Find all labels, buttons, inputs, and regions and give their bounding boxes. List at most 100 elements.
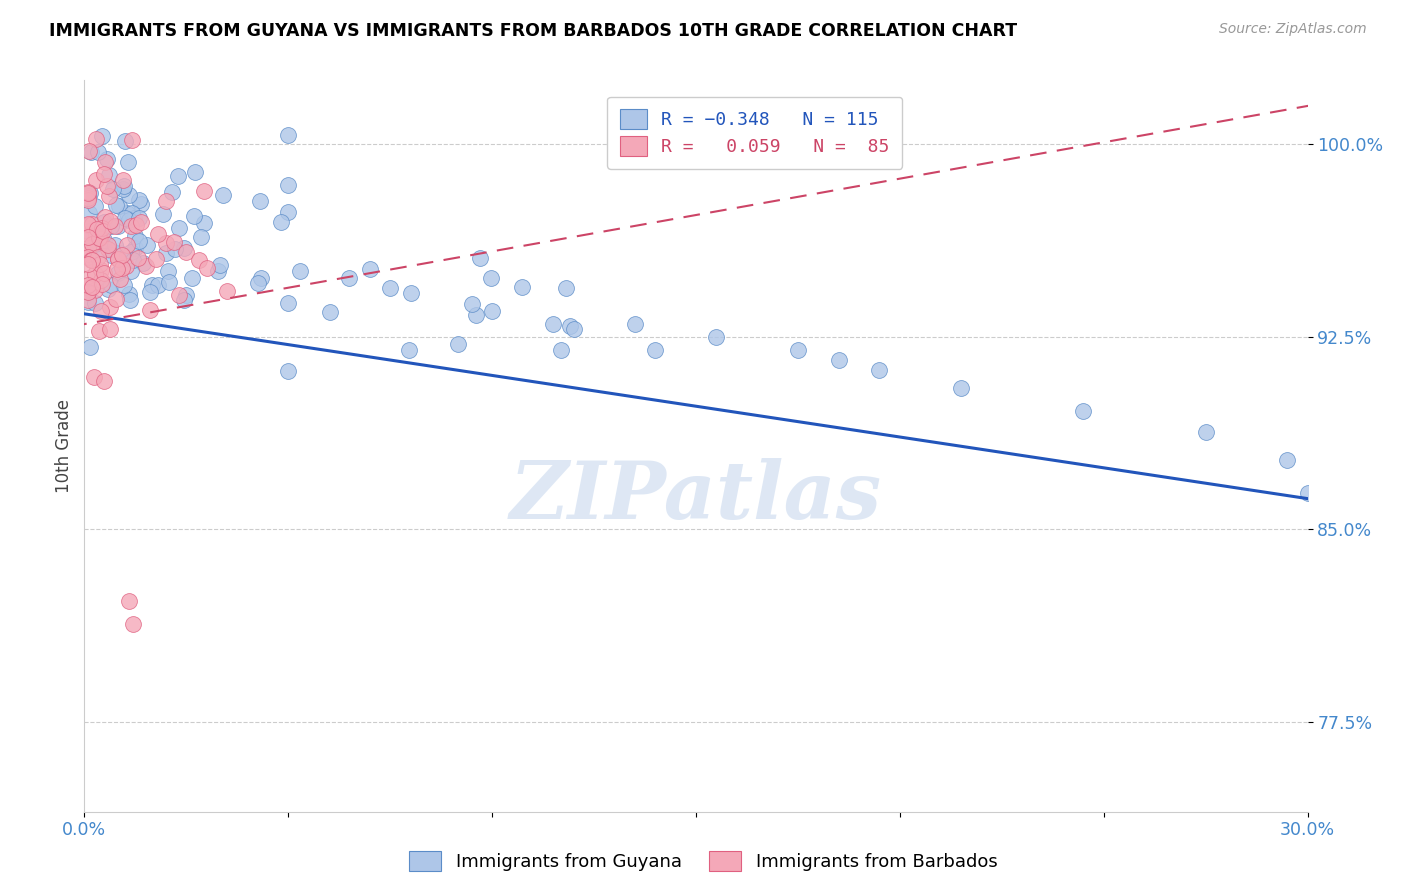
- Point: [127, 251, 149, 265]
- Point: [217, 285, 239, 299]
- Point: [79, 340, 101, 354]
- Point: [84, 131, 107, 145]
- Point: [91, 277, 114, 291]
- Point: [543, 317, 565, 331]
- Point: [77, 241, 100, 255]
- Point: [79, 186, 101, 201]
- Point: [114, 211, 136, 225]
- Point: [167, 220, 190, 235]
- Point: [98, 189, 121, 203]
- Point: [77, 285, 100, 299]
- Point: [180, 270, 202, 285]
- Point: [124, 241, 146, 255]
- Point: [135, 238, 157, 252]
- Point: [481, 304, 503, 318]
- Point: [112, 179, 135, 194]
- Point: [105, 198, 128, 212]
- Point: [120, 263, 142, 277]
- Point: [98, 214, 121, 228]
- Point: [1195, 425, 1218, 439]
- Text: IMMIGRANTS FROM GUYANA VS IMMIGRANTS FROM BARBADOS 10TH GRADE CORRELATION CHART: IMMIGRANTS FROM GUYANA VS IMMIGRANTS FRO…: [49, 22, 1018, 40]
- Legend: R = −0.348   N = 115, R =   0.059   N =  85: R = −0.348 N = 115, R = 0.059 N = 85: [607, 96, 903, 169]
- Point: [77, 224, 100, 238]
- Point: [828, 353, 851, 368]
- Point: [122, 617, 145, 632]
- Point: [869, 363, 891, 377]
- Point: [950, 381, 973, 395]
- Point: [249, 271, 271, 285]
- Text: Source: ZipAtlas.com: Source: ZipAtlas.com: [1219, 22, 1367, 37]
- Point: [152, 207, 174, 221]
- Point: [190, 230, 212, 244]
- Point: [90, 274, 112, 288]
- Point: [103, 219, 125, 234]
- Text: ZIPatlas: ZIPatlas: [510, 458, 882, 536]
- Point: [86, 145, 108, 160]
- Point: [114, 134, 136, 148]
- Point: [120, 219, 142, 233]
- Point: [77, 186, 100, 201]
- Point: [121, 133, 143, 147]
- Point: [117, 286, 139, 301]
- Point: [79, 206, 101, 220]
- Point: [96, 153, 118, 167]
- Point: [277, 128, 299, 142]
- Point: [124, 229, 146, 244]
- Point: [117, 187, 139, 202]
- Point: [129, 215, 152, 229]
- Point: [112, 277, 135, 292]
- Point: [84, 228, 107, 243]
- Point: [562, 322, 585, 336]
- Point: [96, 179, 118, 194]
- Point: [249, 194, 271, 209]
- Point: [80, 252, 103, 267]
- Point: [93, 266, 115, 280]
- Point: [77, 295, 100, 310]
- Point: [398, 343, 420, 357]
- Point: [550, 343, 572, 357]
- Point: [1296, 486, 1319, 500]
- Point: [128, 235, 150, 249]
- Point: [118, 212, 141, 227]
- Point: [118, 293, 141, 307]
- Point: [157, 275, 180, 289]
- Point: [160, 185, 183, 199]
- Point: [139, 285, 162, 299]
- Point: [468, 251, 491, 265]
- Point: [288, 263, 311, 277]
- Point: [100, 219, 122, 234]
- Point: [277, 204, 299, 219]
- Point: [270, 215, 292, 229]
- Point: [339, 271, 361, 285]
- Point: [207, 263, 229, 277]
- Point: [107, 266, 129, 280]
- Legend: Immigrants from Guyana, Immigrants from Barbados: Immigrants from Guyana, Immigrants from …: [402, 844, 1004, 879]
- Point: [107, 252, 129, 266]
- Point: [93, 224, 115, 238]
- Point: [129, 197, 152, 211]
- Point: [77, 191, 100, 205]
- Point: [90, 263, 112, 277]
- Point: [83, 236, 105, 251]
- Point: [77, 293, 100, 307]
- Point: [115, 206, 138, 220]
- Point: [193, 216, 215, 230]
- Point: [195, 260, 218, 275]
- Point: [1277, 453, 1299, 467]
- Point: [77, 250, 100, 264]
- Point: [560, 319, 582, 334]
- Point: [117, 154, 139, 169]
- Point: [277, 296, 299, 310]
- Point: [94, 154, 117, 169]
- Point: [100, 248, 122, 262]
- Point: [155, 245, 177, 260]
- Point: [105, 292, 128, 306]
- Point: [277, 363, 299, 377]
- Point: [83, 283, 105, 297]
- Point: [93, 167, 115, 181]
- Point: [644, 343, 666, 357]
- Point: [77, 189, 100, 203]
- Point: [90, 272, 112, 286]
- Point: [98, 168, 121, 182]
- Point: [82, 280, 104, 294]
